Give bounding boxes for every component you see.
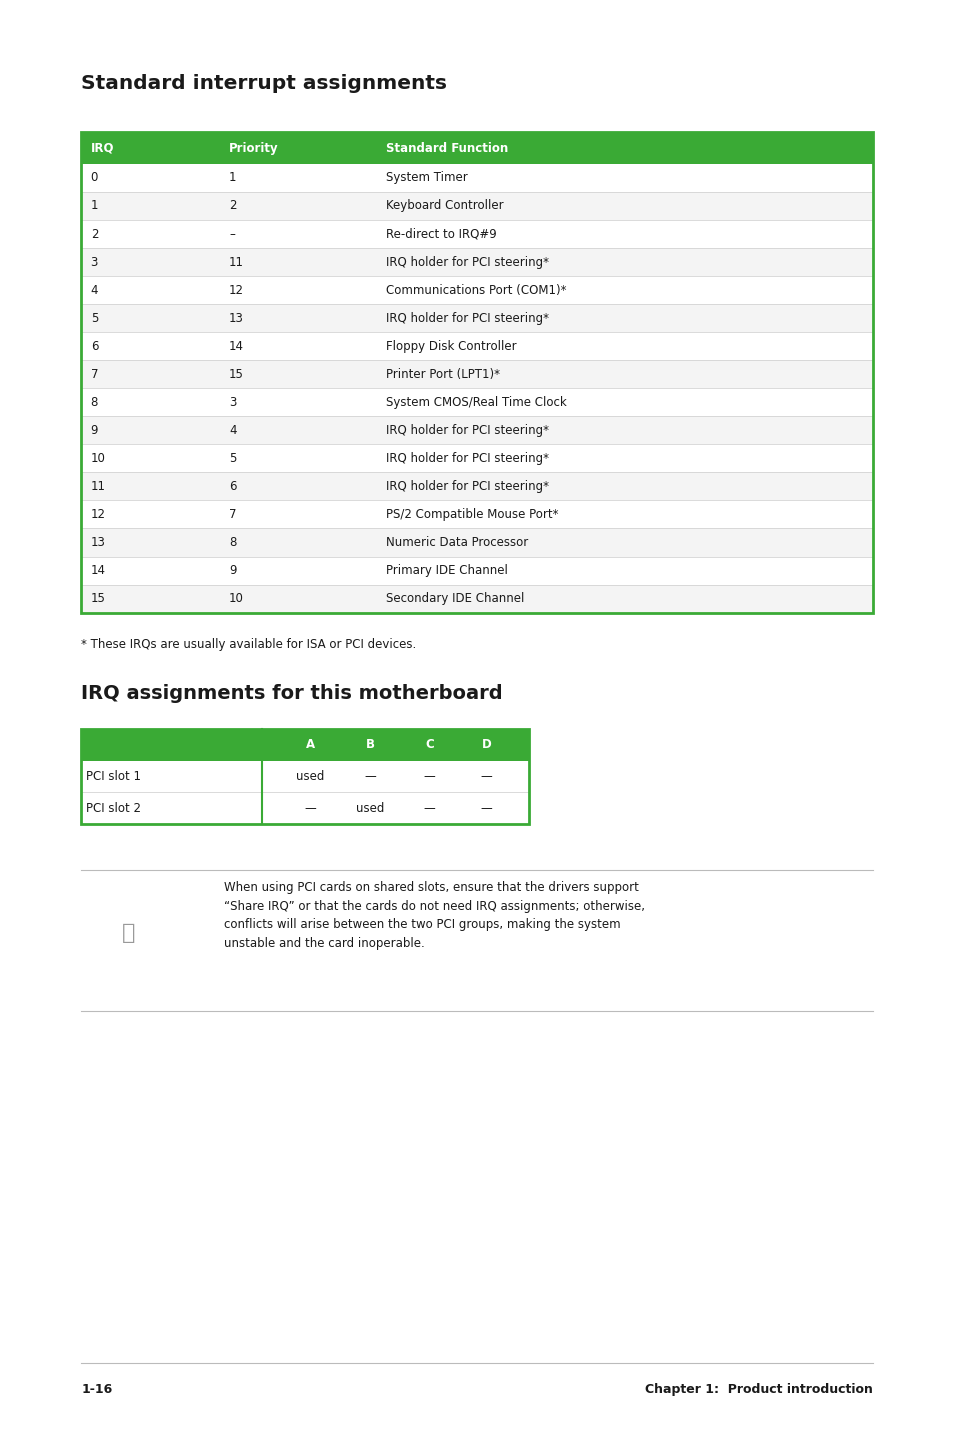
Text: PCI slot 1: PCI slot 1	[86, 769, 141, 784]
Text: Secondary IDE Channel: Secondary IDE Channel	[386, 592, 524, 605]
Text: 1: 1	[229, 171, 236, 184]
Text: 8: 8	[229, 536, 236, 549]
Bar	[81, 332, 872, 360]
Text: —: —	[480, 769, 492, 784]
Text: 5: 5	[229, 452, 236, 464]
Text: 7: 7	[91, 368, 98, 381]
Text: * These IRQs are usually available for ISA or PCI devices.: * These IRQs are usually available for I…	[81, 638, 416, 651]
Text: used: used	[295, 769, 324, 784]
Text: Chapter 1:  Product introduction: Chapter 1: Product introduction	[644, 1383, 872, 1396]
Text: –: –	[229, 227, 234, 240]
Bar	[81, 249, 872, 276]
Bar	[81, 472, 872, 500]
Text: System Timer: System Timer	[386, 171, 468, 184]
Text: 👉: 👉	[122, 923, 135, 943]
Text: Standard Function: Standard Function	[386, 141, 508, 155]
Text: 11: 11	[229, 256, 244, 269]
Bar	[81, 132, 872, 164]
Bar	[81, 792, 529, 824]
Bar	[81, 193, 872, 220]
Bar	[81, 528, 872, 557]
Text: D: D	[481, 738, 491, 752]
Bar	[81, 584, 872, 613]
Text: —: —	[304, 801, 315, 815]
Text: When using PCI cards on shared slots, ensure that the drivers support
“Share IRQ: When using PCI cards on shared slots, en…	[224, 881, 644, 951]
Text: 14: 14	[91, 564, 106, 577]
Bar	[81, 220, 872, 249]
Text: 6: 6	[229, 480, 236, 493]
Text: 15: 15	[229, 368, 244, 381]
Text: 13: 13	[229, 312, 244, 325]
Bar	[81, 729, 529, 761]
Text: IRQ holder for PCI steering*: IRQ holder for PCI steering*	[386, 256, 549, 269]
Text: Floppy Disk Controller: Floppy Disk Controller	[386, 339, 517, 352]
Bar	[81, 360, 872, 388]
Text: —: —	[423, 769, 435, 784]
Text: Priority: Priority	[229, 141, 278, 155]
Bar	[81, 132, 872, 613]
Text: PCI slot 2: PCI slot 2	[86, 801, 141, 815]
Text: 4: 4	[91, 283, 98, 296]
Text: 3: 3	[229, 395, 236, 408]
Text: 8: 8	[91, 395, 98, 408]
Text: A: A	[305, 738, 314, 752]
Bar	[81, 444, 872, 472]
Bar	[81, 417, 872, 444]
Text: 13: 13	[91, 536, 106, 549]
Text: 4: 4	[229, 424, 236, 437]
Text: 11: 11	[91, 480, 106, 493]
Text: IRQ: IRQ	[91, 141, 114, 155]
Bar	[81, 276, 872, 305]
Text: Numeric Data Processor: Numeric Data Processor	[386, 536, 528, 549]
Text: 1: 1	[91, 200, 98, 213]
Bar	[81, 305, 872, 332]
Text: PS/2 Compatible Mouse Port*: PS/2 Compatible Mouse Port*	[386, 508, 558, 521]
Text: 3: 3	[91, 256, 98, 269]
Text: 14: 14	[229, 339, 244, 352]
Bar	[81, 164, 872, 193]
Text: —: —	[480, 801, 492, 815]
Text: System CMOS/Real Time Clock: System CMOS/Real Time Clock	[386, 395, 566, 408]
Text: 10: 10	[91, 452, 106, 464]
Text: 12: 12	[91, 508, 106, 521]
Text: 10: 10	[229, 592, 244, 605]
Text: 1-16: 1-16	[81, 1383, 112, 1396]
Text: —: —	[364, 769, 375, 784]
Text: IRQ assignments for this motherboard: IRQ assignments for this motherboard	[81, 684, 502, 703]
Bar	[81, 557, 872, 584]
Text: used: used	[355, 801, 384, 815]
Text: IRQ holder for PCI steering*: IRQ holder for PCI steering*	[386, 424, 549, 437]
Text: IRQ holder for PCI steering*: IRQ holder for PCI steering*	[386, 452, 549, 464]
Text: IRQ holder for PCI steering*: IRQ holder for PCI steering*	[386, 312, 549, 325]
Bar	[81, 500, 872, 528]
Text: C: C	[424, 738, 434, 752]
Text: 2: 2	[229, 200, 236, 213]
Text: Communications Port (COM1)*: Communications Port (COM1)*	[386, 283, 566, 296]
Text: 5: 5	[91, 312, 98, 325]
Text: 2: 2	[91, 227, 98, 240]
Text: Keyboard Controller: Keyboard Controller	[386, 200, 503, 213]
Text: 0: 0	[91, 171, 98, 184]
Text: 12: 12	[229, 283, 244, 296]
Text: Printer Port (LPT1)*: Printer Port (LPT1)*	[386, 368, 499, 381]
Bar	[81, 388, 872, 417]
Text: IRQ holder for PCI steering*: IRQ holder for PCI steering*	[386, 480, 549, 493]
Text: —: —	[423, 801, 435, 815]
Text: 6: 6	[91, 339, 98, 352]
Text: B: B	[365, 738, 375, 752]
Text: Re-direct to IRQ#9: Re-direct to IRQ#9	[386, 227, 497, 240]
Bar	[81, 729, 529, 824]
Text: 7: 7	[229, 508, 236, 521]
Bar	[81, 761, 529, 792]
Text: 9: 9	[229, 564, 236, 577]
Text: 15: 15	[91, 592, 106, 605]
Text: Primary IDE Channel: Primary IDE Channel	[386, 564, 508, 577]
Text: 9: 9	[91, 424, 98, 437]
Text: Standard interrupt assignments: Standard interrupt assignments	[81, 75, 447, 93]
